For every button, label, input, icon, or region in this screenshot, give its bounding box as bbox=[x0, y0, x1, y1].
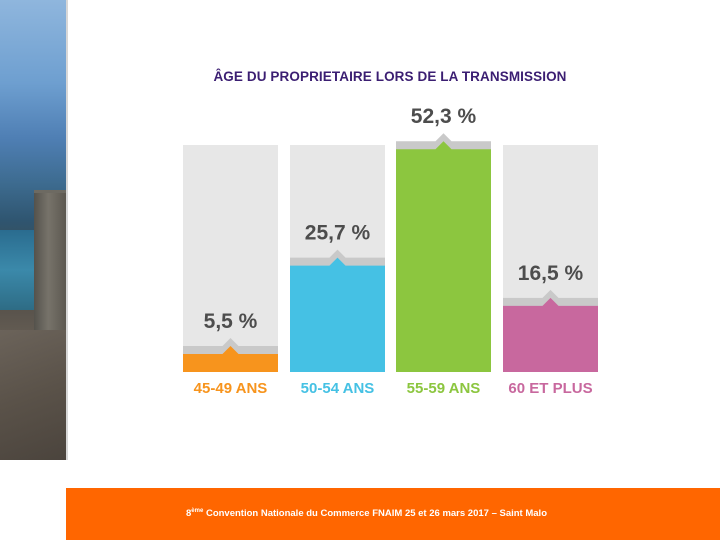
footer-bar bbox=[66, 488, 720, 540]
chart-title: ÂGE DU PROPRIETAIRE LORS DE LA TRANSMISS… bbox=[213, 69, 567, 84]
category-label: 45-49 ANS bbox=[194, 380, 268, 397]
photo-wall bbox=[0, 330, 66, 460]
bar-value-label: 25,7 % bbox=[305, 222, 371, 245]
bar bbox=[290, 257, 385, 372]
bar-value-label: 16,5 % bbox=[518, 262, 584, 285]
footer-ordinal-suffix: ème bbox=[191, 508, 204, 514]
category-label: 60 ET PLUS bbox=[508, 380, 592, 397]
bar-value-label: 5,5 % bbox=[204, 310, 258, 333]
decorative-photo bbox=[0, 0, 66, 460]
photo-divider bbox=[66, 0, 68, 460]
bar bbox=[396, 141, 491, 372]
footer-ordinal: 8 bbox=[186, 508, 192, 520]
column-background bbox=[183, 145, 278, 372]
category-label: 55-59 ANS bbox=[407, 380, 481, 397]
bar-value-label: 52,3 % bbox=[411, 105, 477, 128]
category-label: 50-54 ANS bbox=[301, 380, 375, 397]
footer-text: 8ème Convention Nationale du Commerce FN… bbox=[186, 508, 547, 519]
bar bbox=[503, 297, 598, 372]
bar bbox=[183, 345, 278, 372]
footer-event-text: Convention Nationale du Commerce FNAIM 2… bbox=[203, 508, 547, 520]
